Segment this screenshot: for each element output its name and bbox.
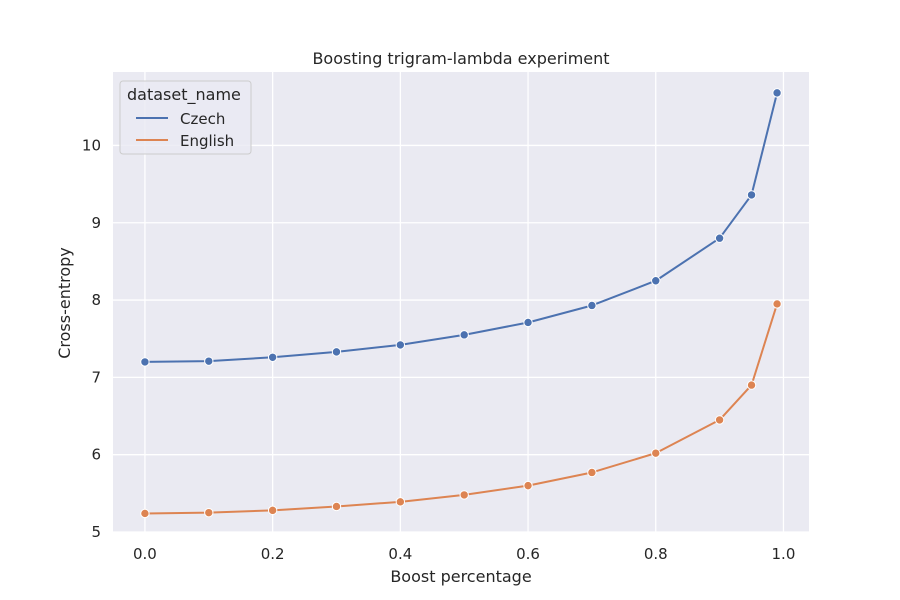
y-tick-label: 9 xyxy=(91,214,101,232)
x-tick-label: 0.4 xyxy=(388,545,412,563)
data-point-czech xyxy=(331,347,342,357)
y-tick-label: 6 xyxy=(91,446,101,464)
legend: dataset_name Czech English xyxy=(119,80,252,155)
series-layer xyxy=(140,88,782,519)
data-point-czech xyxy=(714,233,725,243)
data-point-english xyxy=(267,505,278,516)
x-tick-label: 0.6 xyxy=(516,545,540,563)
data-point-czech xyxy=(772,88,782,98)
x-tick-labels: 0.0 0.2 0.4 0.6 0.8 1.0 xyxy=(133,545,795,563)
legend-label-english: English xyxy=(180,132,234,150)
data-point-english xyxy=(714,415,725,425)
legend-box xyxy=(119,80,252,155)
data-point-czech xyxy=(651,276,661,286)
data-point-english xyxy=(395,497,406,507)
y-tick-label: 5 xyxy=(91,523,101,541)
x-tick-label: 0.8 xyxy=(644,545,668,563)
data-point-english xyxy=(651,448,661,458)
y-tick-label: 7 xyxy=(91,368,101,386)
grid xyxy=(113,72,809,533)
y-tick-label: 10 xyxy=(82,136,101,154)
y-tick-label: 8 xyxy=(91,291,101,309)
y-tick-labels: 5 6 7 8 9 10 xyxy=(82,136,101,541)
chart-title: Boosting trigram-lambda experiment xyxy=(312,49,609,68)
series-line-czech xyxy=(144,92,779,363)
data-point-english xyxy=(459,490,469,500)
data-point-czech xyxy=(587,300,597,311)
data-point-czech xyxy=(140,357,150,367)
data-point-english xyxy=(204,507,214,518)
legend-title: dataset_name xyxy=(127,85,241,105)
data-point-english xyxy=(587,467,597,478)
x-tick-label: 1.0 xyxy=(772,545,796,563)
data-point-czech xyxy=(267,352,278,362)
data-point-czech xyxy=(395,340,406,350)
x-tick-label: 0.2 xyxy=(261,545,285,563)
series-line-english xyxy=(144,303,779,515)
x-tick-label: 0.0 xyxy=(133,545,157,563)
data-point-english xyxy=(331,501,342,512)
data-point-english xyxy=(772,299,782,309)
data-point-czech xyxy=(746,190,757,200)
x-axis-title: Boost percentage xyxy=(390,567,531,586)
y-axis-title: Cross-entropy xyxy=(55,247,74,359)
legend-label-czech: Czech xyxy=(180,110,225,128)
data-point-english xyxy=(746,380,757,390)
data-point-czech xyxy=(204,356,214,366)
data-point-english xyxy=(140,508,150,519)
data-point-english xyxy=(523,480,533,491)
data-point-czech xyxy=(523,317,533,328)
data-point-czech xyxy=(459,330,469,340)
